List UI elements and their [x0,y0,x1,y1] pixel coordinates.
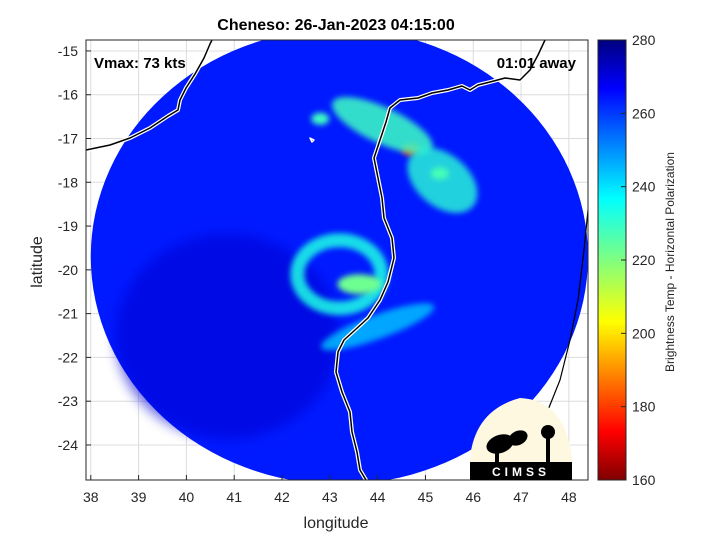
east-coastline-outside-swath [547,209,588,411]
colorbar-ticks: 280 260 240 220 200 180 160 [621,32,656,488]
eyewall-ring [290,233,389,316]
y-tick-label: -21 [58,306,78,322]
y-tick-label: -18 [58,174,78,190]
y-tick-label: -15 [58,43,78,59]
x-tick-label: 42 [274,489,290,505]
southern-band [321,303,435,351]
mozambique-coastline [86,40,213,151]
x-tick-label: 44 [370,489,386,505]
madagascar-coastline [335,40,546,480]
x-tick-label: 43 [322,489,338,505]
cold-ocean-region [115,233,340,439]
x-tick-label: 48 [561,489,577,505]
satellite-dish-icon [486,434,514,454]
eyewall-core [337,274,382,295]
y-axis-label: latitude [29,236,46,288]
dish-mount [495,446,499,462]
y-tick-label: -16 [58,87,78,103]
x-tick-label: 38 [83,489,99,505]
chart-title: Cheneso: 26-Jan-2023 04:15:00 [217,17,455,34]
isolated-cell [311,112,330,125]
colorbar-tick-label: 240 [632,179,656,195]
colorbar-tick-label: 180 [632,399,656,415]
y-tick-label: -24 [58,437,78,453]
y-tick-label: -19 [58,218,78,234]
water-tower-leg [546,438,550,462]
x-tick-label: 40 [179,489,195,505]
y-tick-label: -17 [58,131,78,147]
satellite-dish-icon-2 [508,430,528,446]
convective-features [290,96,478,351]
colorbar-tick-label: 260 [632,105,656,121]
colorbar: 280 260 240 220 200 180 160 Brightness Temp - … [597,32,677,488]
colorbar-tick-label: 160 [632,472,656,488]
x-tick-label: 39 [131,489,147,505]
x-tick-label: 46 [465,489,481,505]
x-tick-label: 41 [226,489,242,505]
x-tick-label: 45 [418,489,434,505]
y-tick-label: -23 [58,393,78,409]
cimss-logo-text: CIMSS [492,465,550,479]
colorbar-label: Brightness Temp - Horizontal Polarizatio… [663,152,677,372]
northern-band [331,96,433,154]
y-tick-label: -22 [58,349,78,365]
cimss-logo: CIMSS [470,398,572,480]
y-tick-label: -20 [58,262,78,278]
plot-frame [85,39,589,481]
brightness-temperature-swath [90,40,588,480]
cimss-logo-band [470,462,572,480]
colorbar-tick-label: 280 [632,32,656,48]
coastline [86,40,588,480]
x-tick-label: 47 [513,489,529,505]
island-outline [309,137,315,143]
colorbar-tick-label: 220 [632,252,656,268]
time-offset-annotation: 01:01 away [497,55,577,72]
colorbar-tick-label: 200 [632,325,656,341]
axis-ticks: 38 39 40 41 42 43 44 45 46 47 48 -15 -16 -17 -18 -19 -20… [58,43,577,505]
x-axis-label: longitude [304,515,369,532]
plot-area: 38 39 40 41 42 43 44 45 46 47 48 -15 -16 -17 -18 -19 -20… [58,39,589,505]
vmax-annotation: Vmax: 73 kts [94,55,186,72]
water-tower-icon [541,425,555,439]
eastern-band [407,147,478,213]
